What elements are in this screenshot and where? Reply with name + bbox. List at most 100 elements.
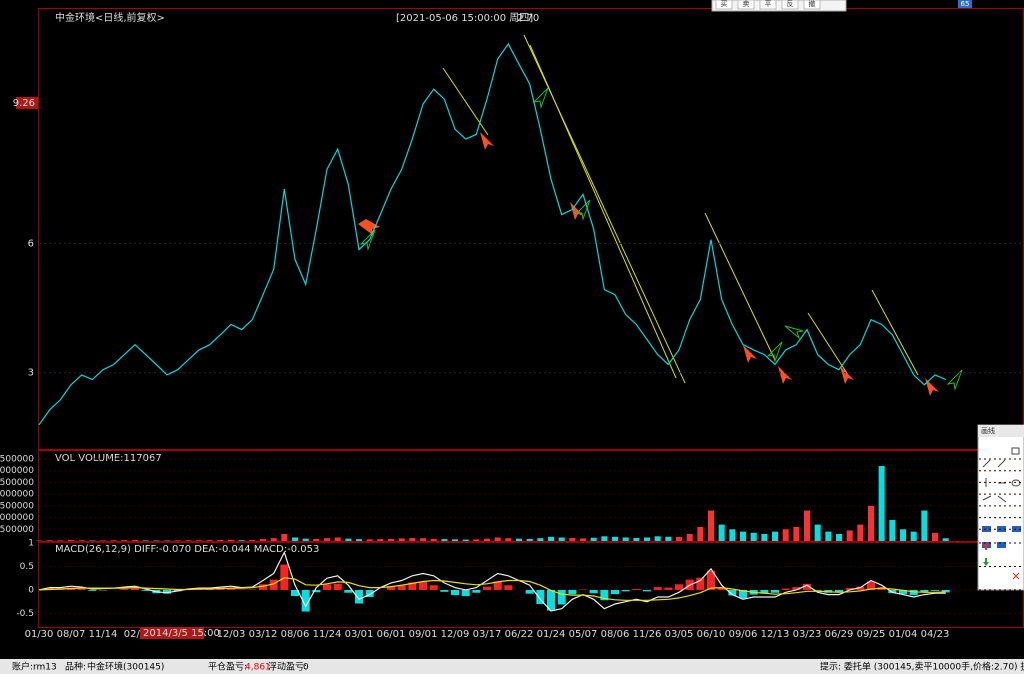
- toolbar-button[interactable]: [715, 0, 733, 10]
- status-account-label: 账户:: [12, 661, 33, 673]
- macd-bar: [835, 589, 843, 593]
- macd-bar: [717, 587, 726, 590]
- x-tick-label: 06/10: [697, 629, 726, 640]
- volume-bar: [665, 536, 672, 541]
- x-tick-label: 03/01: [345, 629, 374, 640]
- volume-bar: [622, 537, 629, 541]
- macd-bar: [696, 577, 705, 590]
- volume-bar: [654, 536, 661, 541]
- y-tick-label: 1500000: [0, 501, 34, 511]
- x-tick-label: 03/05: [665, 629, 694, 640]
- macd-bar: [525, 589, 534, 594]
- header-time: [2021-05-06 15:00:00 周四]: [396, 12, 533, 24]
- macd-bar: [739, 589, 747, 599]
- volume-bar: [409, 537, 416, 541]
- macd-bar: [760, 589, 769, 594]
- macd-bar: [77, 588, 86, 590]
- macd-bar: [781, 588, 790, 590]
- x-tick-label: 01/30: [25, 629, 54, 640]
- y-tick-label: 3500000: [0, 454, 34, 464]
- x-tick-label: 11/14: [89, 629, 118, 640]
- badge-box: [958, 0, 972, 8]
- price-line: [38, 42, 946, 426]
- toolbar-button-label: 撤: [809, 0, 816, 8]
- status-message: 提示: 委托单 (300145,卖平10000手,价格:2.70) 执行成功!: [820, 661, 1024, 673]
- toolbar-button[interactable]: [737, 0, 755, 10]
- x-tick-label: 03/23: [793, 629, 822, 640]
- volume-bar: [292, 537, 298, 541]
- macd-bar: [813, 589, 822, 591]
- macd-bar: [920, 589, 929, 593]
- macd-bar: [856, 586, 865, 590]
- volume-bar: [729, 529, 736, 541]
- volume-bar: [78, 540, 85, 541]
- y-tick-label: -0.5: [16, 609, 34, 619]
- volume-bar: [825, 531, 832, 541]
- macd-bar: [611, 589, 619, 595]
- macd-bar: [408, 582, 417, 590]
- macd-bar: [557, 589, 566, 605]
- x-tick-label: 12/13: [761, 629, 790, 640]
- macd-bar: [632, 588, 641, 590]
- macd-bar: [589, 589, 598, 594]
- x-tick-label: 01/04: [889, 629, 918, 640]
- volume-bar: [388, 538, 394, 541]
- volume-bar: [356, 539, 362, 541]
- macd-bar: [365, 589, 374, 597]
- volume-bar: [505, 538, 512, 541]
- macd-bar: [131, 588, 139, 590]
- volume-bar: [516, 538, 522, 541]
- volume-bar: [366, 539, 373, 541]
- y-tick-label: 3000000: [0, 466, 34, 476]
- volume-bar: [569, 537, 576, 541]
- macd-bar: [803, 583, 811, 590]
- x-tick-label: 06/29: [825, 629, 854, 640]
- macd-title: MACD(26,12,9) DIFF:-0.070 DEA:-0.044 MAC…: [55, 544, 319, 555]
- macd-bar: [867, 581, 875, 590]
- volume-bar: [921, 510, 928, 541]
- volume-bar: [260, 539, 266, 541]
- macd-bar: [461, 589, 470, 597]
- x-tick-label: 05/07: [569, 629, 598, 640]
- volume-bar: [932, 532, 938, 541]
- trend-lines: [442, 34, 919, 384]
- volume-bar: [750, 532, 757, 541]
- y-tick-label: 500000: [0, 525, 34, 535]
- macd-bar: [728, 589, 737, 596]
- toolbar-button[interactable]: [803, 0, 821, 10]
- macd-bar: [419, 581, 427, 590]
- order-toolbar: 买卖平反撤: [711, 0, 847, 12]
- toolbar-button[interactable]: [759, 0, 777, 10]
- macd-bar: [707, 570, 715, 590]
- x-tick-label: 06/01: [377, 629, 406, 640]
- volume-bar: [377, 539, 384, 541]
- macd-bar: [472, 589, 481, 593]
- crosshair-y-label: 9.26: [13, 98, 35, 109]
- volume-bar: [494, 537, 501, 541]
- macd-bar: [899, 589, 907, 595]
- volume-bar: [526, 538, 533, 541]
- volume-bar: [601, 536, 608, 541]
- toolbar-button-label: 平: [765, 0, 772, 8]
- drawing-panel-title: 画线: [981, 426, 995, 435]
- volume-bar: [910, 531, 917, 541]
- toolbar-button[interactable]: [781, 0, 799, 10]
- volume-bar: [462, 539, 469, 541]
- macd-bar: [536, 589, 545, 605]
- macd-line: [38, 577, 946, 601]
- x-tick-label: 02/2: [124, 629, 146, 640]
- macd-bar: [397, 585, 406, 590]
- volume-bar: [537, 538, 544, 541]
- x-tick-label: 11/24: [313, 629, 342, 640]
- toolbar-button-label: 卖: [743, 0, 750, 8]
- volume-bar: [345, 538, 352, 541]
- volume-bar: [238, 540, 245, 541]
- macd-bar: [909, 589, 918, 596]
- volume-bar: [281, 533, 288, 541]
- macd-bar: [664, 587, 673, 590]
- volume-bar: [740, 531, 746, 541]
- x-tick-label: 03/17: [473, 629, 502, 640]
